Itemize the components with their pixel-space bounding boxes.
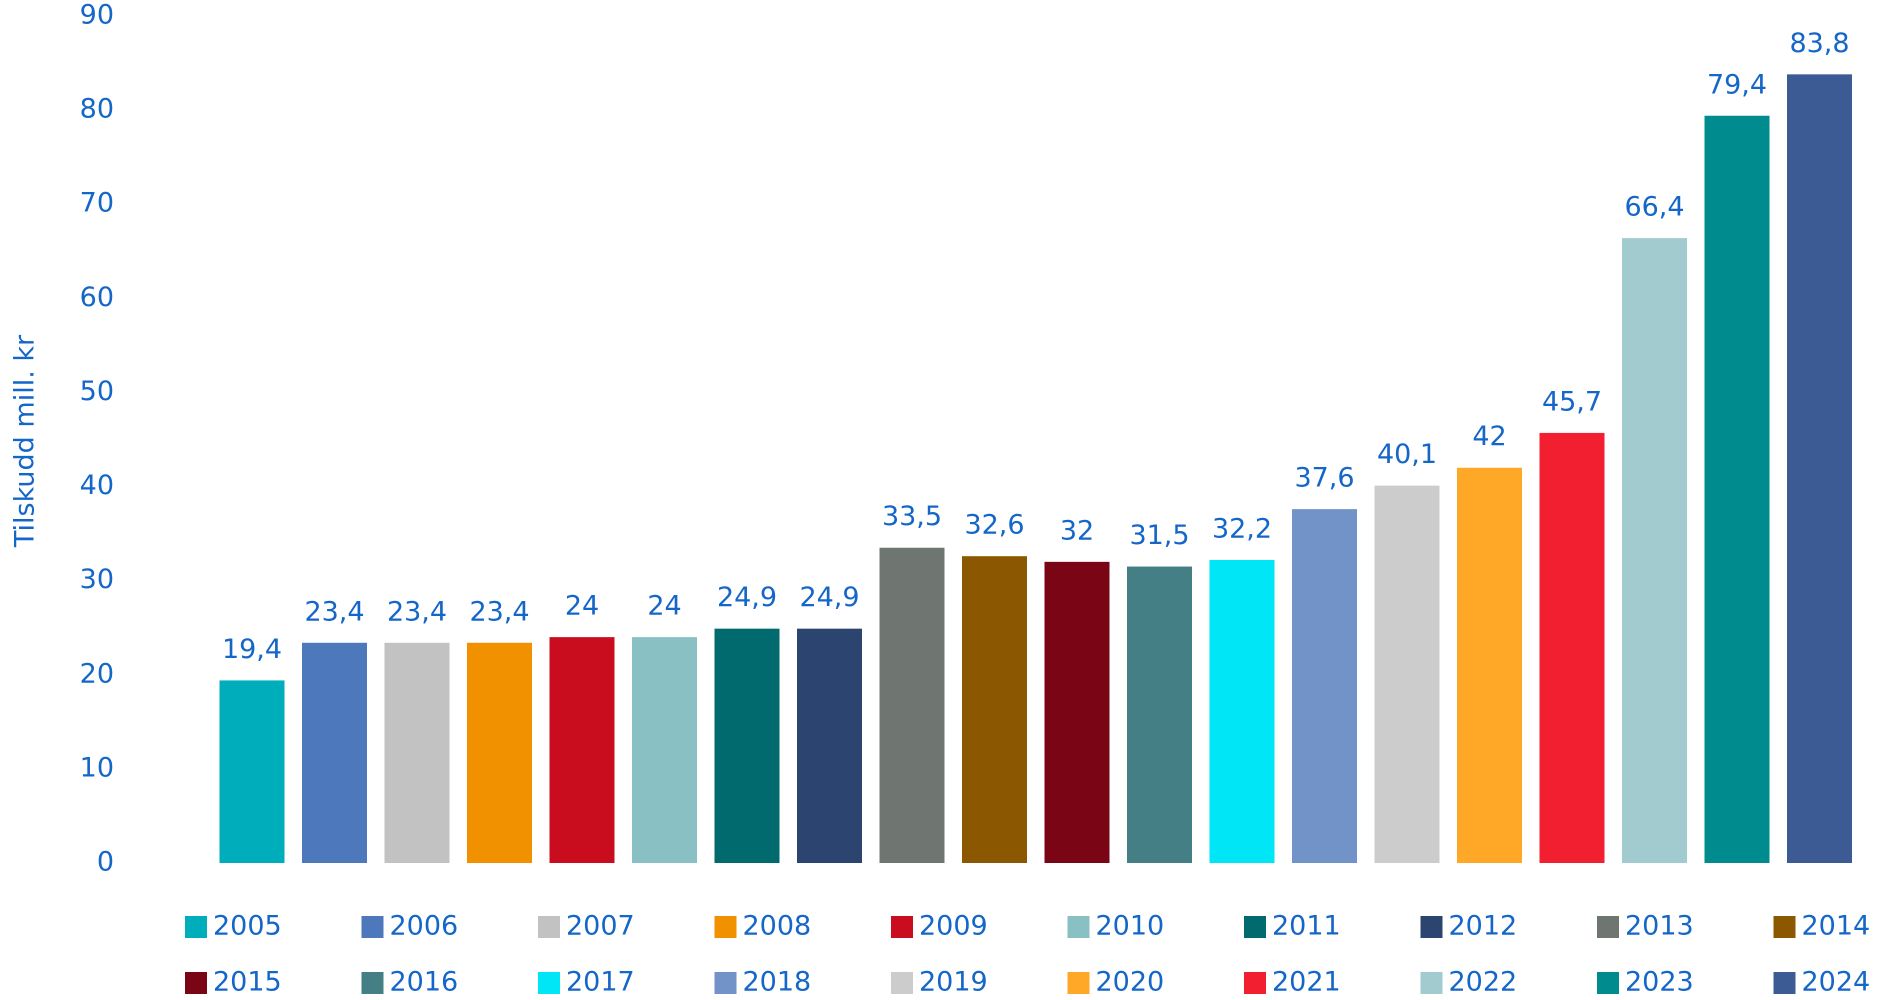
bar [1622, 238, 1687, 863]
bar [1704, 115, 1770, 864]
legend-label: 2016 [390, 967, 459, 998]
data-label: 24,9 [799, 582, 859, 613]
bar [1374, 485, 1440, 863]
legend-swatch [1244, 916, 1266, 938]
data-label: 32,2 [1212, 513, 1272, 544]
legend-swatch [185, 972, 207, 994]
legend-swatch [1067, 972, 1090, 994]
bar [549, 637, 615, 863]
data-label: 66,4 [1624, 192, 1684, 223]
legend-swatch [1420, 916, 1443, 938]
y-tick-label: 90 [80, 0, 114, 31]
bar [467, 642, 532, 863]
data-label: 31,5 [1129, 520, 1189, 551]
data-label: 23,4 [304, 596, 364, 627]
data-label: 40,1 [1377, 439, 1437, 470]
legend-label: 2024 [1802, 967, 1871, 998]
legend-label: 2005 [213, 911, 282, 942]
y-tick-label: 0 [97, 847, 114, 878]
data-label: 19,4 [222, 634, 282, 665]
legend-swatch [1420, 972, 1443, 994]
legend-label: 2014 [1802, 911, 1871, 942]
legend-swatch [185, 916, 207, 938]
legend-label: 2011 [1272, 911, 1341, 942]
legend-label: 2023 [1625, 967, 1694, 998]
data-label: 23,4 [469, 596, 529, 627]
legend-swatch [361, 916, 384, 938]
bar [1127, 566, 1192, 863]
legend-swatch [1597, 916, 1619, 938]
data-label: 33,5 [882, 501, 942, 532]
data-label: 32 [1060, 515, 1094, 546]
legend-swatch [891, 916, 913, 938]
legend-label: 2008 [743, 911, 812, 942]
legend-label: 2021 [1272, 967, 1341, 998]
data-label: 83,8 [1789, 28, 1849, 59]
data-label: 32,6 [964, 510, 1024, 541]
legend-swatch [1597, 972, 1619, 994]
legend-label: 2018 [743, 967, 812, 998]
data-label: 24 [565, 591, 599, 622]
bar [1044, 561, 1110, 863]
bar [714, 628, 780, 863]
y-tick-label: 70 [80, 188, 114, 219]
y-tick-label: 40 [80, 470, 114, 501]
y-tick-label: 10 [80, 752, 114, 783]
bar [797, 628, 862, 863]
legend-swatch [538, 972, 560, 994]
y-tick-label: 60 [80, 282, 114, 313]
legend-label: 2017 [566, 967, 635, 998]
y-tick-label: 80 [80, 94, 114, 125]
bar [219, 680, 285, 863]
legend-label: 2012 [1449, 911, 1518, 942]
legend-swatch [891, 972, 913, 994]
legend-label: 2013 [1625, 911, 1694, 942]
bar [879, 547, 945, 863]
bar [1787, 74, 1852, 864]
bar [632, 637, 697, 863]
data-label: 24 [647, 591, 681, 622]
data-label: 37,6 [1294, 463, 1354, 494]
legend-swatch [1773, 972, 1796, 994]
y-tick-label: 30 [80, 564, 114, 595]
legend-swatch [714, 972, 737, 994]
data-label: 24,9 [717, 582, 777, 613]
legend-swatch [1244, 972, 1266, 994]
bar [1539, 432, 1605, 863]
bar [302, 642, 367, 863]
data-label: 45,7 [1542, 386, 1602, 417]
legend-label: 2006 [390, 911, 459, 942]
bar [1292, 509, 1357, 863]
legend-label: 2022 [1449, 967, 1518, 998]
legend-label: 2020 [1096, 967, 1165, 998]
legend-swatch [538, 916, 560, 938]
legend-swatch [714, 916, 737, 938]
data-label: 42 [1472, 421, 1506, 452]
legend-label: 2007 [566, 911, 635, 942]
legend-label: 2019 [919, 967, 988, 998]
y-tick-label: 50 [80, 376, 114, 407]
legend-label: 2010 [1096, 911, 1165, 942]
legend-swatch [1773, 916, 1796, 938]
y-tick-label: 20 [80, 658, 114, 689]
legend-swatch [1067, 916, 1090, 938]
bar [1457, 467, 1522, 863]
y-axis-label: Tilskudd mill. kr [10, 334, 41, 548]
data-label: 79,4 [1707, 69, 1767, 100]
data-label: 23,4 [387, 596, 447, 627]
bar [384, 642, 450, 863]
bar [962, 556, 1027, 863]
legend-swatch [361, 972, 384, 994]
legend-label: 2009 [919, 911, 988, 942]
bar [1209, 559, 1275, 863]
legend-label: 2015 [213, 967, 282, 998]
